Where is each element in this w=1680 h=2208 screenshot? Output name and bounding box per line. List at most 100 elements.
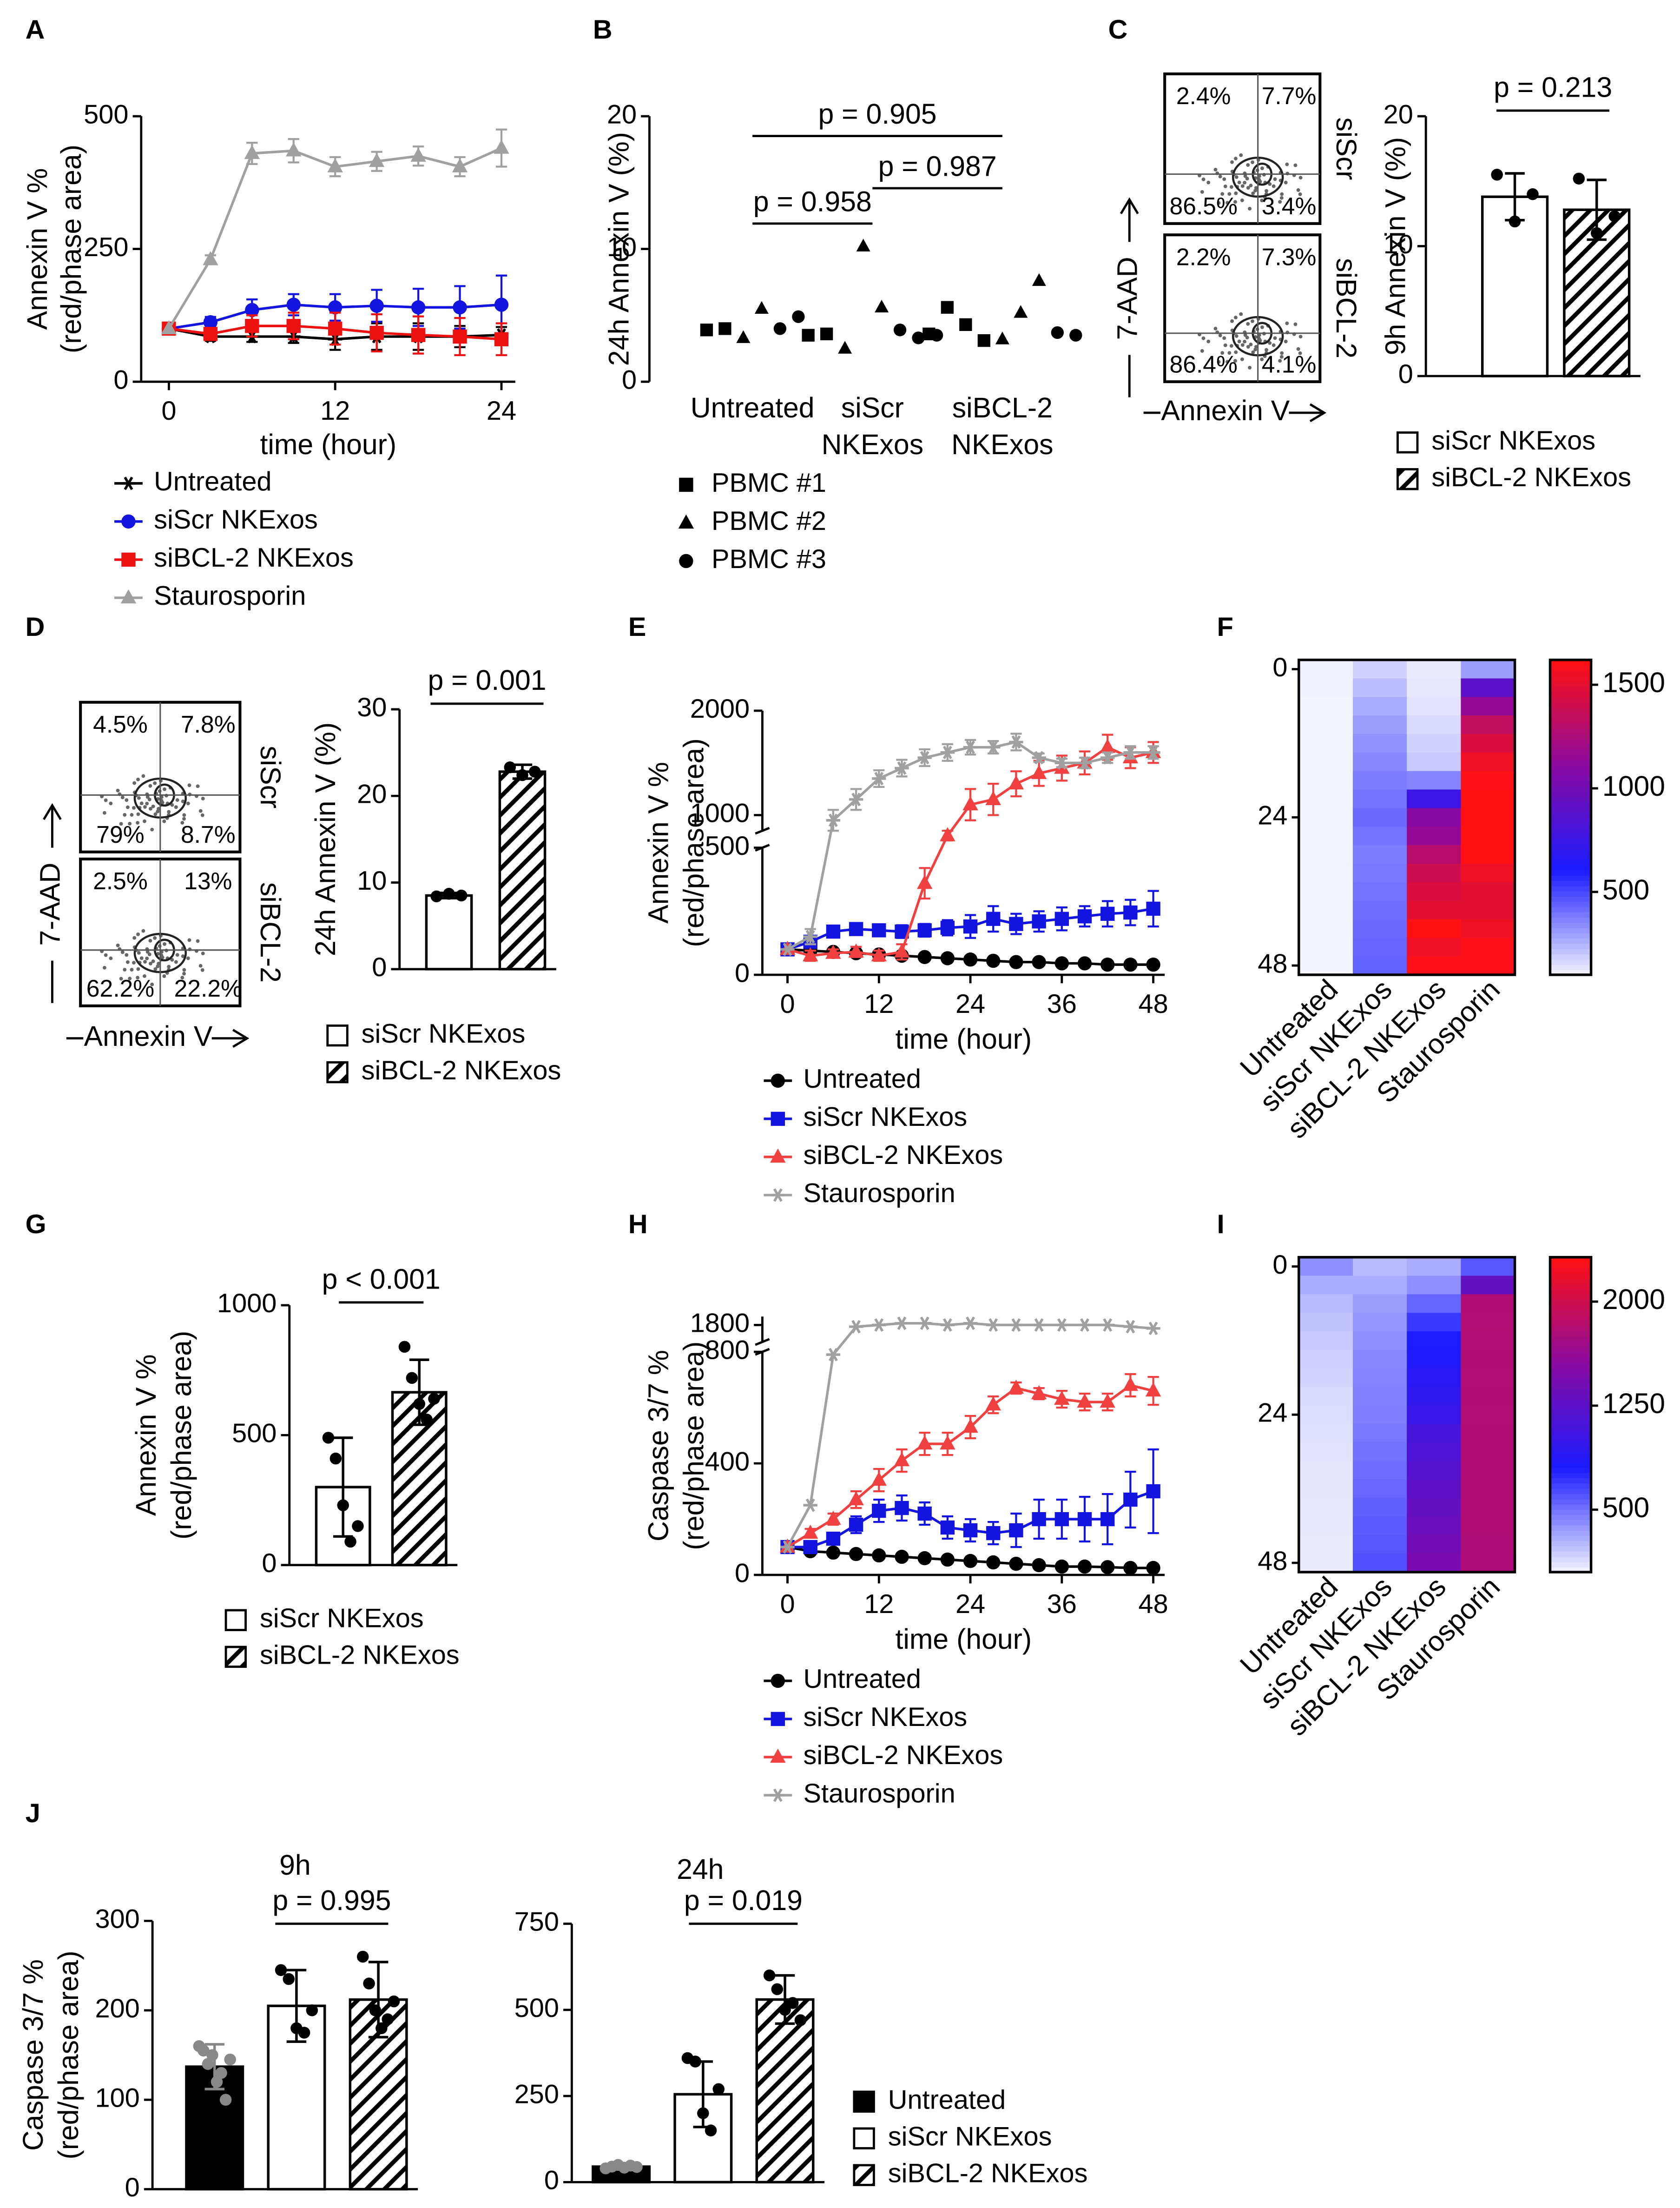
data-point	[369, 2004, 382, 2016]
y-axis-label: Annexin V %	[21, 168, 53, 330]
heatmap-cell	[1461, 1294, 1516, 1314]
data-point	[631, 2161, 643, 2173]
heatmap-cell	[1352, 938, 1408, 957]
marker	[1100, 1560, 1115, 1574]
marker	[328, 321, 343, 336]
data-point	[428, 1393, 440, 1405]
x-tick-label: 48	[1139, 1589, 1168, 1619]
density-dot	[1230, 319, 1234, 323]
heatmap-cell	[1407, 956, 1462, 976]
heatmap-cell	[1461, 1554, 1516, 1573]
marker	[286, 297, 301, 312]
legend-label: PBMC #2	[712, 506, 826, 536]
y-tick-label: 800	[705, 1335, 750, 1365]
heatmap-cell	[1352, 900, 1408, 920]
colorbar-segment	[1550, 1504, 1591, 1510]
colorbar-segment	[1550, 854, 1591, 860]
density-dot	[119, 977, 123, 981]
marker	[916, 1435, 933, 1450]
data-point	[382, 2013, 394, 2025]
data-point	[705, 2124, 717, 2136]
y-axis-label: (red/phase area)	[53, 1950, 84, 2159]
quadrant-label: 86.4%	[1170, 350, 1238, 377]
x-axis-label: Annexin V	[84, 1020, 213, 1052]
density-dot	[1218, 333, 1222, 337]
heatmap-cell	[1352, 1516, 1408, 1536]
marker	[820, 327, 833, 341]
density-dot	[125, 960, 130, 964]
density-dot	[1246, 345, 1250, 349]
colorbar-segment	[1550, 807, 1591, 813]
density-dot	[174, 805, 178, 809]
legend-label: Staurosporin	[804, 1178, 955, 1208]
data-point	[516, 769, 528, 781]
colorbar-segment	[1550, 1299, 1591, 1305]
density-dot	[200, 968, 204, 972]
colorbar-segment	[1550, 1388, 1591, 1395]
marker	[986, 740, 1001, 754]
data-point	[198, 2044, 210, 2057]
marker	[1051, 326, 1064, 339]
heatmap-cell	[1298, 1479, 1354, 1499]
density-dot	[1233, 157, 1238, 161]
colorbar-tick-label: 1000	[1602, 770, 1665, 802]
density-dot	[1222, 177, 1226, 181]
data-point	[528, 766, 541, 778]
colorbar-segment	[1550, 770, 1591, 776]
heatmap-cell	[1407, 1313, 1462, 1332]
y-axis-label: (red/phase area)	[165, 1331, 197, 1540]
marker	[940, 746, 955, 760]
legend-label: siBCL-2 NKExos	[154, 543, 354, 573]
density-dot	[1284, 339, 1288, 344]
marker	[245, 319, 259, 333]
colorbar-segment	[1550, 691, 1591, 697]
colorbar-segment	[1550, 843, 1591, 850]
colorbar-segment	[1550, 901, 1591, 907]
heatmap-cell	[1407, 752, 1462, 772]
density-dot	[1229, 344, 1233, 348]
marker	[244, 145, 260, 159]
marker	[410, 147, 426, 162]
legend-label: siBCL-2 NKExos	[804, 1140, 1003, 1170]
colorbar-segment	[1550, 1320, 1591, 1326]
colorbar-segment	[1550, 744, 1591, 750]
legend-swatch	[853, 2090, 875, 2113]
data-point	[356, 1950, 369, 1963]
marker	[203, 315, 218, 330]
colorbar-segment	[1550, 738, 1591, 745]
y-tick-label: 500	[705, 831, 750, 861]
x-tick-label: 12	[864, 989, 894, 1019]
data-point	[202, 2058, 214, 2070]
heatmap-cell	[1407, 845, 1462, 865]
legend-label: siBCL-2 NKExos	[888, 2158, 1088, 2188]
marker	[1146, 746, 1160, 760]
marker	[328, 300, 343, 315]
colorbar-segment	[1550, 1409, 1591, 1415]
marker	[838, 341, 852, 354]
colorbar-segment	[1550, 660, 1591, 666]
colorbar-segment	[1550, 765, 1591, 771]
colorbar-segment	[1550, 1546, 1591, 1552]
marker	[872, 1503, 886, 1518]
data-point	[283, 1973, 295, 1985]
marker	[856, 238, 870, 251]
heatmap-cell	[1352, 1405, 1408, 1425]
density-dot	[136, 777, 140, 781]
density-dot	[181, 954, 185, 959]
heatmap-cell	[1461, 789, 1516, 809]
y-tick-label: 0	[113, 365, 128, 395]
heatmap-cell	[1461, 1331, 1516, 1351]
density-dot	[167, 810, 171, 814]
marker	[977, 334, 991, 347]
heatmap-cell	[1298, 1276, 1354, 1295]
heatmap-cell	[1461, 900, 1516, 920]
colorbar-segment	[1550, 896, 1591, 902]
heatmap-cell	[1461, 1498, 1516, 1518]
data-point	[430, 890, 443, 903]
heatmap-cell	[1298, 1368, 1354, 1388]
density-dot	[1201, 336, 1206, 340]
marker	[1145, 1382, 1161, 1397]
heatmap-cell	[1352, 1257, 1408, 1276]
x-tick-label: 24	[487, 396, 516, 426]
density-dot	[1243, 333, 1247, 337]
